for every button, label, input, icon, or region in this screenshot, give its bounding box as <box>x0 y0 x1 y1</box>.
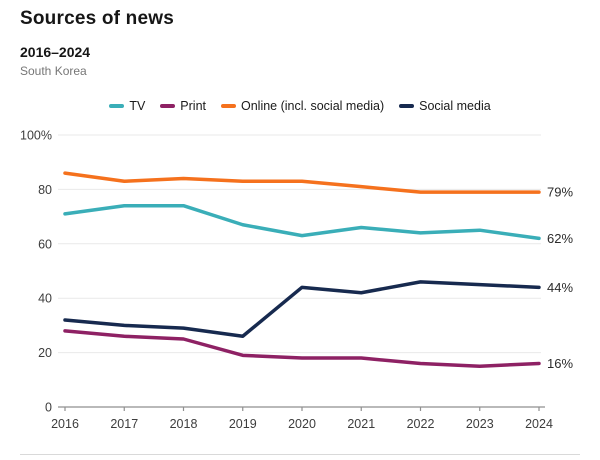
y-axis-tick-label: 40 <box>38 292 52 306</box>
x-axis-tick-label: 2017 <box>110 417 138 431</box>
legend-item-online-incl-social-media: Online (incl. social media) <box>221 99 384 113</box>
x-axis-tick-label: 2016 <box>51 417 79 431</box>
x-axis-tick-label: 2018 <box>170 417 198 431</box>
legend-swatch-social-media <box>399 104 415 108</box>
bottom-divider <box>20 454 580 455</box>
x-axis-tick-label: 2019 <box>229 417 257 431</box>
series-line-print <box>63 329 541 368</box>
x-axis-tick-label: 2023 <box>466 417 494 431</box>
y-axis-tick-label: 0 <box>45 401 52 415</box>
y-axis-tick-label: 80 <box>38 183 52 197</box>
x-axis-tick-label: 2021 <box>347 417 375 431</box>
chart-subtitle: 2016–2024 <box>20 44 91 60</box>
legend-label: Social media <box>419 99 491 113</box>
series-line-online-incl-social-media <box>63 171 541 194</box>
y-axis-tick-label: 100% <box>20 129 52 143</box>
y-axis-tick-label: 20 <box>38 346 52 360</box>
series-end-label-tv: 62% <box>547 231 573 246</box>
chart-legend: TV Print Online (incl. social media) Social… <box>0 99 600 113</box>
page-title: Sources of news <box>20 8 174 29</box>
x-axis-tick-label: 2024 <box>525 417 553 431</box>
legend-item-print: Print <box>160 99 206 113</box>
series-line-tv <box>63 203 541 241</box>
legend-label: TV <box>129 99 146 113</box>
legend-label: Print <box>180 99 206 113</box>
legend-item-social-media: Social media <box>399 99 491 113</box>
series-end-label-social-media: 44% <box>547 280 573 295</box>
series-end-label-online-incl-social-media: 79% <box>547 185 573 200</box>
legend-swatch-online-incl-social-media <box>221 104 236 108</box>
legend-swatch-tv <box>109 104 125 108</box>
series-line-social-media <box>63 280 541 339</box>
x-axis-tick-label: 2020 <box>288 417 316 431</box>
legend-item-tv: TV <box>109 99 145 113</box>
series-end-label-print: 16% <box>547 356 573 371</box>
chart-header: Sources of news 2016–2024 South Korea <box>20 8 174 78</box>
chart-region-label: South Korea <box>20 64 87 78</box>
x-axis-tick-label: 2022 <box>407 417 435 431</box>
legend-label: Online (incl. social media) <box>241 99 385 113</box>
line-chart: 0 20 40 60 80 100% 2016 2017 2018 2019 2020 2021 202… <box>20 129 573 432</box>
y-axis-tick-label: 60 <box>38 237 52 251</box>
legend-swatch-print <box>160 104 176 108</box>
